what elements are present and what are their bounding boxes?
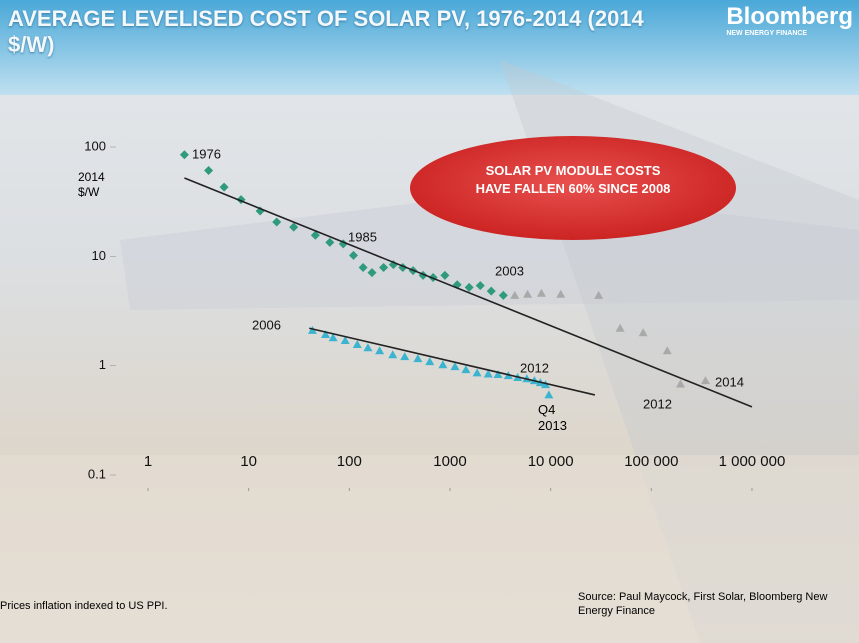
chart: 0.1 1 10 100 1 10 100 1000 10 000 100 000 1 000 00… xyxy=(0,0,859,643)
annotation: 2012 xyxy=(643,396,672,411)
annotation: 2006 xyxy=(252,317,281,332)
x-tick-label: 10 xyxy=(240,453,257,470)
slide: 0.1 1 10 100 1 10 100 1000 10 000 100 000 1 000 00… xyxy=(0,0,859,643)
brand: Bloomberg NEW ENERGY FINANCE xyxy=(726,4,853,37)
point xyxy=(375,346,384,354)
chart-title: AVERAGE LEVELISED COST OF SOLAR PV, 1976… xyxy=(8,6,668,58)
annotation: 2003 xyxy=(495,263,524,278)
y-axis-label: 2014 $/W xyxy=(78,170,128,200)
point xyxy=(388,350,397,358)
x-tick-label: 1 xyxy=(144,453,152,470)
x-tick-label: 1000 xyxy=(433,453,466,470)
y-tick-label: 0.1 xyxy=(88,466,106,481)
brand-name: Bloomberg xyxy=(726,4,853,30)
point xyxy=(413,354,422,362)
point xyxy=(353,340,362,348)
y-tick-label: 10 xyxy=(92,248,106,263)
annotation: 2014 xyxy=(715,374,744,389)
x-tick-label: 1 000 000 xyxy=(719,453,786,470)
annotation: 1985 xyxy=(348,229,377,244)
footnote: Prices inflation indexed to US PPI. xyxy=(0,600,168,612)
trend-line xyxy=(309,328,595,395)
point xyxy=(425,357,434,365)
point xyxy=(473,368,482,376)
point xyxy=(400,352,409,360)
point xyxy=(363,343,372,351)
y-tick-label: 1 xyxy=(99,357,106,372)
point xyxy=(204,166,213,175)
x-tick-label: 100 000 xyxy=(624,453,678,470)
point xyxy=(544,390,553,398)
source: Source: Paul Maycock, First Solar, Bloom… xyxy=(578,590,848,618)
x-tick-label: 10 000 xyxy=(528,453,574,470)
brand-subtitle: NEW ENERGY FINANCE xyxy=(726,30,853,37)
point xyxy=(180,150,189,159)
point xyxy=(220,183,229,192)
x-tick-label: 100 xyxy=(337,453,362,470)
annotation: Q4 2013 xyxy=(538,402,578,434)
point xyxy=(438,360,447,368)
annotation: 2012 xyxy=(520,360,549,375)
y-tick-label: 100 xyxy=(84,138,106,153)
annotation: 1976 xyxy=(192,146,221,161)
callout-text: SOLAR PV MODULE COSTS HAVE FALLEN 60% SI… xyxy=(470,162,676,198)
